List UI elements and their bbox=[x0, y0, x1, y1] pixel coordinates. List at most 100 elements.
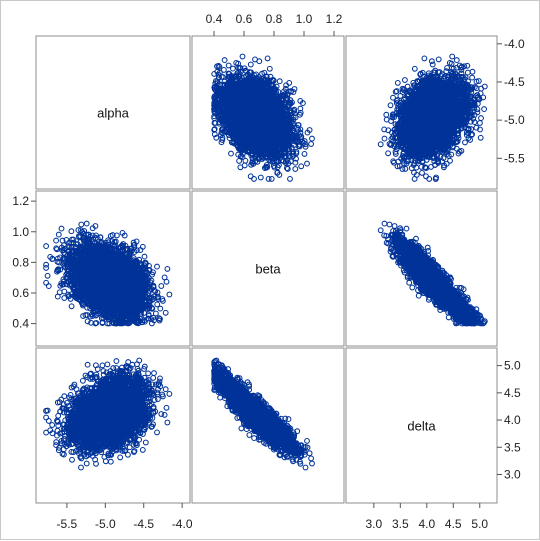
data-point bbox=[264, 119, 271, 125]
data-point bbox=[237, 118, 244, 125]
data-point bbox=[226, 78, 233, 85]
data-point bbox=[293, 155, 299, 162]
data-point bbox=[276, 78, 283, 85]
data-point bbox=[236, 134, 243, 141]
data-point bbox=[241, 65, 248, 72]
data-point bbox=[225, 70, 232, 77]
data-point bbox=[254, 94, 261, 101]
data-point bbox=[266, 65, 273, 72]
data-point bbox=[298, 133, 305, 140]
data-point bbox=[297, 105, 304, 112]
data-point bbox=[269, 112, 276, 119]
data-point bbox=[216, 63, 223, 70]
data-point bbox=[273, 158, 280, 165]
data-point bbox=[237, 64, 244, 71]
data-point bbox=[274, 95, 281, 102]
data-point bbox=[237, 68, 244, 75]
data-point bbox=[260, 81, 267, 88]
data-point bbox=[241, 79, 248, 86]
data-point bbox=[282, 141, 288, 148]
data-point bbox=[234, 70, 241, 77]
data-point bbox=[249, 138, 256, 145]
data-point bbox=[279, 108, 286, 115]
data-point bbox=[221, 108, 228, 115]
data-point bbox=[235, 60, 242, 67]
data-point bbox=[257, 105, 264, 111]
data-point bbox=[246, 103, 253, 110]
data-point bbox=[290, 149, 297, 156]
data-point bbox=[271, 86, 278, 93]
data-point bbox=[228, 150, 234, 157]
data-point bbox=[243, 148, 250, 155]
data-point bbox=[248, 101, 255, 108]
data-point bbox=[214, 80, 221, 86]
data-point bbox=[277, 126, 284, 133]
data-point bbox=[237, 145, 244, 152]
data-point bbox=[246, 73, 253, 80]
data-point bbox=[257, 174, 264, 181]
data-point bbox=[250, 160, 257, 167]
data-point bbox=[251, 91, 258, 98]
data-point bbox=[244, 135, 251, 142]
data-point bbox=[234, 121, 241, 128]
data-point bbox=[284, 165, 291, 172]
data-point bbox=[227, 100, 234, 107]
data-point bbox=[295, 138, 302, 145]
data-point bbox=[239, 53, 246, 60]
data-point bbox=[270, 77, 277, 84]
data-point bbox=[229, 65, 236, 72]
data-point bbox=[302, 141, 309, 148]
data-point bbox=[268, 103, 275, 110]
data-point bbox=[259, 83, 266, 89]
data-point bbox=[260, 99, 267, 106]
data-point bbox=[252, 154, 259, 161]
data-point bbox=[242, 157, 249, 164]
data-point bbox=[249, 144, 256, 151]
data-point bbox=[306, 127, 313, 133]
data-point bbox=[297, 97, 304, 104]
data-point bbox=[221, 124, 227, 131]
points-alpha-vs-beta bbox=[211, 53, 315, 182]
data-point bbox=[265, 175, 272, 182]
data-point bbox=[291, 86, 298, 92]
data-point bbox=[283, 130, 290, 137]
data-point bbox=[237, 164, 244, 171]
data-point bbox=[247, 111, 254, 118]
data-point bbox=[254, 91, 261, 98]
data-point bbox=[252, 56, 258, 63]
data-point bbox=[293, 148, 300, 155]
data-point bbox=[237, 138, 244, 145]
data-point bbox=[278, 102, 285, 109]
data-point bbox=[296, 141, 303, 148]
data-point bbox=[218, 139, 225, 146]
data-point bbox=[279, 111, 286, 118]
data-point bbox=[289, 127, 296, 134]
data-point bbox=[302, 143, 309, 150]
data-point bbox=[283, 82, 290, 89]
data-point bbox=[220, 118, 227, 125]
data-point bbox=[304, 160, 310, 167]
data-point bbox=[233, 100, 240, 107]
data-point bbox=[258, 150, 265, 157]
data-point bbox=[248, 125, 255, 132]
data-point bbox=[274, 110, 281, 117]
data-point bbox=[233, 141, 240, 148]
data-point bbox=[266, 124, 273, 131]
data-point bbox=[262, 163, 269, 170]
data-point bbox=[297, 109, 304, 116]
data-point bbox=[214, 63, 220, 70]
data-point bbox=[258, 119, 265, 126]
data-point bbox=[270, 83, 277, 89]
data-point bbox=[276, 117, 283, 124]
data-point bbox=[285, 88, 292, 95]
data-point bbox=[235, 81, 242, 88]
data-point bbox=[256, 77, 263, 84]
data-point bbox=[227, 115, 234, 122]
data-point bbox=[280, 129, 287, 136]
data-point bbox=[215, 74, 222, 81]
data-point bbox=[261, 92, 268, 98]
data-point bbox=[287, 108, 294, 115]
data-point bbox=[256, 150, 263, 157]
data-point bbox=[223, 129, 230, 136]
